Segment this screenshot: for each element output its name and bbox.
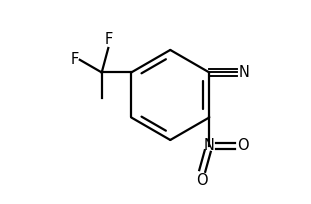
Text: F: F [104,32,112,47]
Text: N: N [204,138,215,153]
Text: O: O [237,138,249,153]
Text: N: N [239,65,250,80]
Text: O: O [197,173,208,188]
Text: F: F [70,52,78,67]
